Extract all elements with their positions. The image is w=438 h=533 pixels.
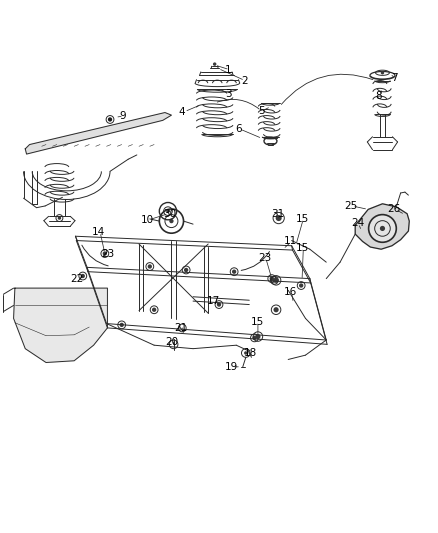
Text: 20: 20 (166, 337, 179, 347)
Text: 1: 1 (224, 64, 231, 75)
Text: 11: 11 (284, 237, 297, 246)
Polygon shape (25, 112, 171, 154)
Text: 23: 23 (101, 248, 114, 259)
Circle shape (217, 302, 221, 306)
Circle shape (148, 264, 152, 269)
Text: 21: 21 (174, 323, 187, 333)
Text: 15: 15 (295, 244, 309, 253)
Text: 25: 25 (344, 201, 357, 211)
Text: 10: 10 (141, 215, 154, 225)
Circle shape (252, 336, 257, 340)
Circle shape (152, 308, 156, 312)
Text: 30: 30 (162, 209, 176, 219)
Text: 23: 23 (258, 253, 271, 263)
Text: 22: 22 (71, 274, 84, 285)
Circle shape (108, 117, 112, 122)
Circle shape (381, 71, 384, 75)
Circle shape (58, 216, 61, 220)
Circle shape (380, 226, 385, 231)
Circle shape (276, 215, 282, 221)
Circle shape (120, 322, 124, 327)
Circle shape (299, 284, 304, 288)
Circle shape (169, 219, 173, 223)
Polygon shape (355, 204, 409, 249)
Circle shape (270, 277, 274, 281)
Text: 5: 5 (258, 106, 265, 116)
Circle shape (102, 252, 107, 256)
Text: 26: 26 (388, 205, 401, 214)
Circle shape (232, 270, 236, 274)
Polygon shape (14, 288, 107, 362)
Text: 31: 31 (271, 209, 284, 219)
Circle shape (81, 274, 85, 278)
Text: 17: 17 (207, 296, 220, 306)
Text: 14: 14 (92, 227, 106, 237)
Text: 15: 15 (251, 317, 264, 327)
Text: 24: 24 (351, 218, 364, 228)
Text: 8: 8 (375, 91, 381, 101)
Circle shape (184, 268, 188, 272)
Circle shape (255, 334, 261, 339)
Text: 7: 7 (391, 74, 397, 83)
Circle shape (273, 307, 279, 312)
Circle shape (166, 209, 170, 213)
Text: 16: 16 (284, 287, 297, 297)
Circle shape (273, 278, 279, 283)
Circle shape (369, 215, 396, 243)
Text: 2: 2 (241, 76, 247, 86)
Circle shape (244, 351, 247, 355)
Text: 19: 19 (225, 362, 238, 372)
Text: 9: 9 (120, 111, 126, 121)
Text: 3: 3 (225, 88, 232, 99)
Text: 4: 4 (179, 107, 186, 117)
Text: 15: 15 (295, 214, 309, 224)
Circle shape (213, 62, 216, 66)
Circle shape (272, 278, 276, 282)
Text: 18: 18 (244, 348, 257, 358)
Text: 6: 6 (235, 124, 242, 134)
